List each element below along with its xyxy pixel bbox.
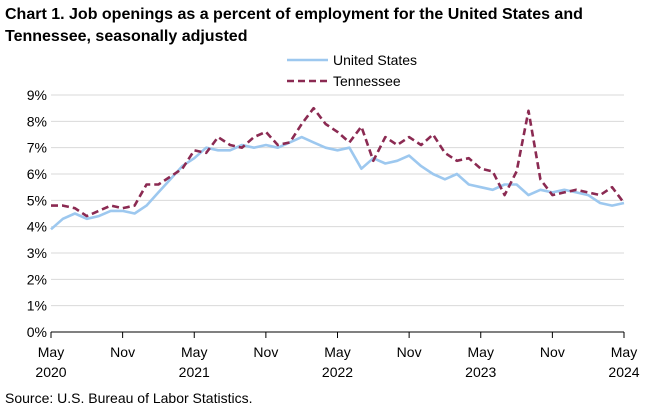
y-tick-label: 9% (27, 87, 47, 103)
y-tick-label: 3% (27, 245, 47, 261)
x-tick-year-label: 2022 (322, 364, 353, 380)
x-tick-label: Nov (397, 344, 422, 360)
y-tick-label: 1% (27, 298, 47, 314)
y-tick-label: 5% (27, 192, 47, 208)
x-tick-year-label: 2024 (608, 364, 639, 380)
y-tick-label: 6% (27, 166, 47, 182)
x-tick-label: May (468, 344, 494, 360)
y-tick-label: 8% (27, 113, 47, 129)
y-tick-label: 0% (27, 324, 47, 340)
x-tick-year-label: 2020 (35, 364, 66, 380)
legend-label: United States (333, 52, 417, 68)
chart-title: Chart 1. Job openings as a percent of em… (5, 6, 583, 45)
x-tick-label: May (324, 344, 350, 360)
series-lines (50, 106, 626, 231)
legend: United States Tennessee (287, 52, 417, 89)
y-axis-ticks: 0% 1% 2% 3% 4% 5% 6% 7% 8% 9% (27, 87, 47, 340)
x-tick-label: Nov (540, 344, 565, 360)
x-tick-label: May (181, 344, 207, 360)
x-tick-label: May (611, 344, 637, 360)
x-tick-year-label: 2021 (179, 364, 210, 380)
x-tick-label: Nov (110, 344, 135, 360)
series-line-tennessee (51, 106, 626, 218)
x-tick-label: Nov (253, 344, 278, 360)
series-line-united-states (50, 135, 625, 231)
legend-label: Tennessee (333, 73, 401, 89)
y-tick-label: 4% (27, 219, 47, 235)
y-tick-label: 7% (27, 140, 47, 156)
y-tick-label: 2% (27, 271, 47, 287)
x-axis-ticks: May 2020 Nov May 2021 Nov May 2022 Nov May 2023 Nov… (35, 332, 640, 380)
x-tick-label: May (38, 344, 64, 360)
gridlines (51, 94, 624, 333)
line-chart: 0% 1% 2% 3% 4% 5% 6% 7% 8% 9% May 2020 Nov May 2021 No… (27, 52, 640, 380)
x-tick-year-label: 2023 (465, 364, 496, 380)
source-note: Source: U.S. Bureau of Labor Statistics. (5, 390, 253, 406)
